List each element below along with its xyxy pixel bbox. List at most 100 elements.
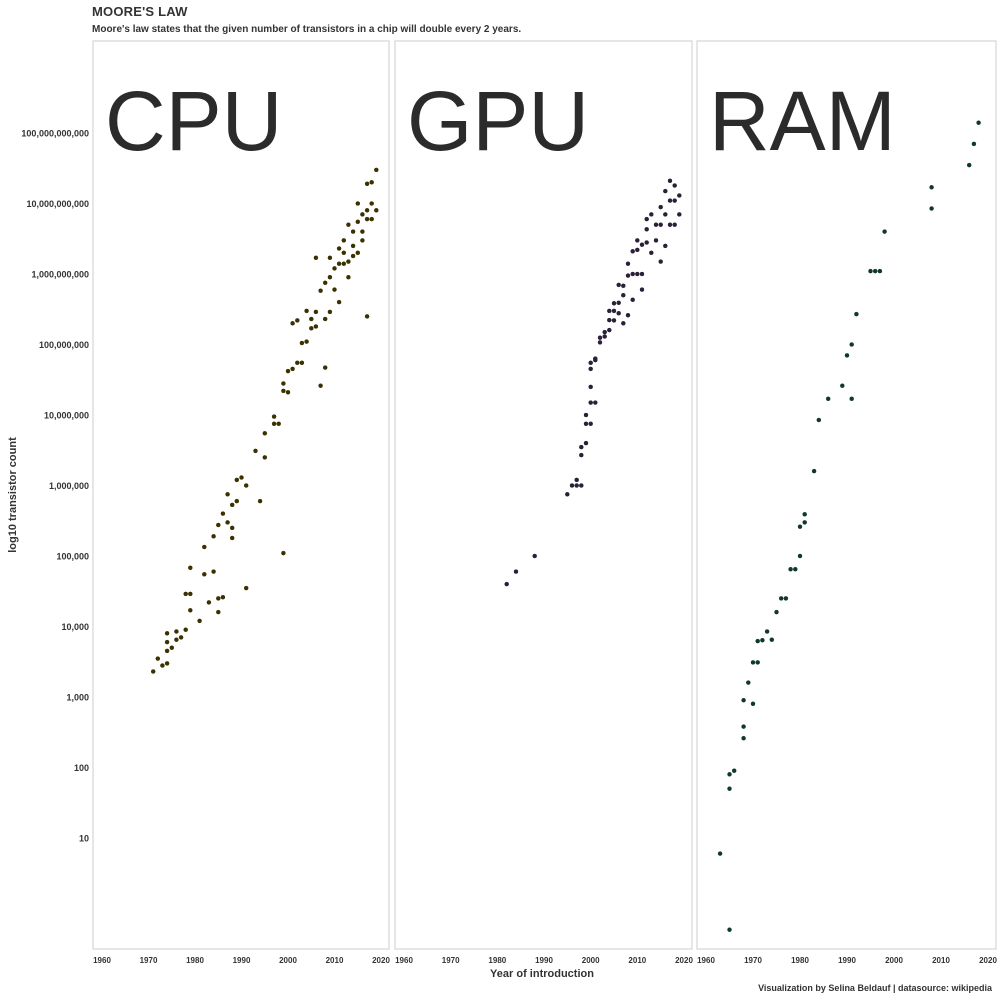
data-point-cpu — [295, 318, 300, 323]
data-point-ram — [868, 268, 873, 274]
y-tick-label: 10,000 — [61, 622, 89, 632]
data-point-cpu — [364, 216, 370, 222]
data-point-gpu — [588, 360, 593, 366]
data-point-gpu — [569, 483, 575, 488]
data-point-cpu — [216, 609, 221, 615]
data-point-cpu — [281, 388, 286, 394]
data-point-gpu — [583, 412, 589, 418]
data-point-gpu — [639, 287, 645, 292]
data-point-gpu — [583, 421, 589, 427]
data-point-ram — [774, 609, 779, 615]
y-tick-label: 10 — [79, 834, 89, 844]
data-point-gpu — [658, 259, 663, 264]
data-point-gpu — [621, 321, 626, 326]
data-point-gpu — [607, 308, 612, 314]
data-point-gpu — [672, 198, 677, 203]
data-point-cpu — [164, 648, 170, 654]
data-point-cpu — [220, 594, 226, 600]
data-point-cpu — [313, 324, 319, 329]
data-point-cpu — [313, 255, 319, 261]
data-point-ram — [840, 383, 845, 388]
data-point-gpu — [644, 240, 649, 245]
data-point-ram — [783, 596, 789, 601]
data-point-cpu — [327, 309, 333, 315]
data-point-gpu — [667, 222, 673, 227]
data-point-cpu — [211, 569, 216, 574]
data-point-gpu — [621, 283, 626, 289]
data-point-ram — [882, 229, 887, 234]
data-point-gpu — [607, 327, 612, 333]
data-point-cpu — [225, 492, 230, 497]
data-point-cpu — [155, 656, 161, 661]
data-point-gpu — [667, 198, 673, 203]
data-point-cpu — [262, 431, 268, 436]
y-tick-label: 1,000 — [66, 693, 89, 703]
x-tick-label: 2000 — [582, 956, 600, 965]
data-point-cpu — [309, 316, 314, 322]
data-point-gpu — [658, 222, 663, 227]
data-point-cpu — [322, 365, 328, 370]
data-point-gpu — [616, 300, 621, 306]
data-point-gpu — [565, 492, 570, 497]
panel-label-cpu: CPU — [105, 74, 282, 168]
data-point-cpu — [188, 608, 193, 613]
data-point-cpu — [369, 180, 374, 185]
data-point-cpu — [188, 591, 193, 597]
data-point-cpu — [299, 360, 305, 366]
data-point-cpu — [313, 309, 319, 315]
data-point-cpu — [202, 544, 207, 550]
data-point-gpu — [630, 271, 635, 277]
data-point-cpu — [160, 663, 165, 668]
x-tick-label: 1970 — [442, 956, 460, 965]
data-point-gpu — [649, 212, 654, 217]
data-point-ram — [788, 566, 793, 572]
data-point-cpu — [295, 360, 300, 366]
data-point-ram — [778, 596, 784, 601]
data-point-gpu — [616, 282, 621, 288]
x-tick-label: 2000 — [885, 956, 903, 965]
data-point-cpu — [369, 216, 374, 222]
data-point-cpu — [360, 212, 365, 217]
panel-frame — [92, 40, 390, 950]
data-point-ram — [717, 851, 723, 856]
y-axis-label: log10 transistor count — [7, 437, 19, 553]
x-tick-label: 1960 — [395, 956, 413, 965]
data-point-cpu — [229, 525, 235, 531]
data-point-cpu — [350, 253, 356, 259]
data-point-cpu — [239, 475, 244, 480]
data-point-cpu — [341, 250, 347, 256]
data-point-ram — [755, 660, 760, 665]
data-point-ram — [760, 637, 765, 643]
x-tick-label: 1990 — [838, 956, 856, 965]
data-point-cpu — [336, 246, 342, 251]
data-point-gpu — [653, 238, 659, 243]
data-point-gpu — [639, 242, 645, 247]
data-point-cpu — [216, 522, 221, 528]
x-tick-label: 2000 — [279, 956, 297, 965]
data-point-gpu — [672, 222, 677, 227]
data-point-gpu — [649, 250, 654, 256]
data-point-gpu — [597, 340, 603, 345]
data-point-gpu — [625, 273, 631, 278]
data-point-gpu — [653, 222, 659, 227]
data-point-cpu — [164, 661, 170, 666]
data-point-cpu — [202, 572, 207, 577]
data-point-gpu — [579, 444, 584, 450]
data-point-cpu — [281, 381, 286, 386]
data-point-ram — [750, 660, 756, 665]
data-point-cpu — [243, 483, 249, 488]
data-point-cpu — [341, 238, 347, 243]
data-point-gpu — [579, 483, 584, 488]
data-point-cpu — [332, 266, 337, 271]
data-point-ram — [966, 162, 972, 168]
data-point-cpu — [229, 535, 235, 541]
data-point-ram — [929, 206, 934, 211]
data-point-gpu — [574, 477, 579, 483]
data-point-cpu — [188, 565, 193, 571]
data-point-gpu — [504, 581, 509, 587]
x-axis-label: Year of introduction — [490, 968, 594, 980]
data-point-cpu — [374, 167, 379, 173]
y-tick-label: 100 — [74, 763, 89, 773]
data-point-gpu — [663, 188, 668, 194]
